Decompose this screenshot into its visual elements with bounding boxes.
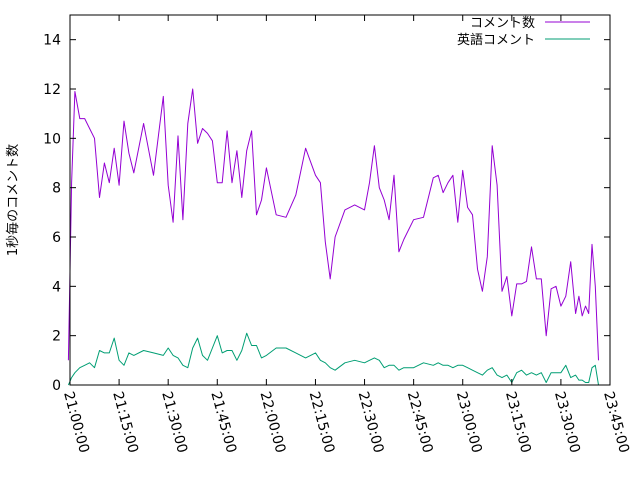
y-tick-label: 4: [52, 279, 61, 295]
y-tick-label: 14: [43, 33, 61, 49]
x-tick-label: 21:30:00: [158, 390, 190, 455]
series-line-1: [67, 88, 599, 361]
plot-frame: [69, 14, 611, 386]
plot-series-group: [67, 88, 599, 386]
x-tick-label: 22:15:00: [306, 390, 338, 455]
axis-ticks: 0 2 4 6 8 10 12 14 21:00:00 21:15:00 21:30:00 21:45…: [43, 15, 632, 455]
legend-label: コメント数: [470, 16, 535, 31]
x-tick-label: 21:15:00: [109, 390, 141, 455]
y-axis-label: 1秒毎のコメント数: [5, 144, 21, 256]
x-tick-label: 23:00:00: [453, 390, 485, 455]
x-tick-label: 21:45:00: [207, 390, 239, 455]
legend-label: 英語コメント: [457, 32, 535, 48]
y-tick-label: 0: [52, 378, 61, 394]
x-tick-label: 22:30:00: [355, 390, 387, 455]
x-tick-label: 22:00:00: [256, 390, 288, 455]
y-tick-label: 2: [52, 329, 61, 345]
y-tick-label: 6: [52, 230, 61, 246]
series-line-2: [67, 332, 599, 386]
x-tick-label: 22:45:00: [404, 390, 436, 455]
y-tick-label: 8: [52, 181, 61, 197]
x-tick-label: 23:45:00: [600, 390, 632, 455]
x-tick-label: 23:30:00: [551, 390, 583, 455]
y-tick-label: 12: [43, 82, 61, 98]
x-tick-label: 21:00:00: [60, 390, 92, 455]
x-tick-label: 23:15:00: [502, 390, 534, 455]
y-tick-label: 10: [43, 131, 61, 147]
